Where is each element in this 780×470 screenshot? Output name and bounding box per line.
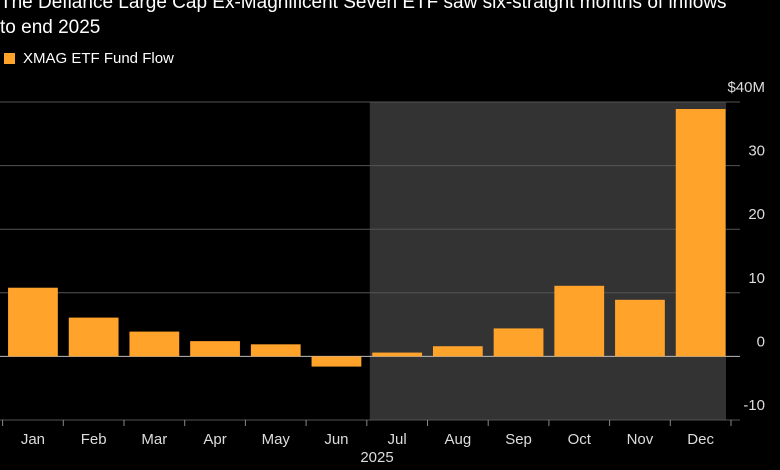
x-tick-label: Nov <box>627 431 654 448</box>
x-tick-label: Sep <box>505 431 532 448</box>
y-tick-label: 20 <box>748 206 765 223</box>
legend: XMAG ETF Fund Flow <box>4 50 174 67</box>
x-tick-label: Dec <box>687 431 714 448</box>
y-tick-label: $40M <box>727 79 765 96</box>
x-tick-label: Feb <box>81 431 107 448</box>
highlight-region <box>369 102 726 420</box>
x-tick-label: Aug <box>444 431 471 448</box>
y-tick-label: 30 <box>748 143 765 160</box>
bar <box>190 341 240 357</box>
legend-swatch <box>4 53 15 64</box>
y-tick-label: 10 <box>748 270 765 287</box>
y-tick-label: 0 <box>757 333 765 350</box>
bar <box>250 344 301 357</box>
bar <box>615 299 665 357</box>
bar <box>129 331 180 357</box>
x-tick-label: May <box>262 431 291 448</box>
bar <box>554 285 605 357</box>
bar <box>493 328 544 357</box>
x-axis-label: 2025 <box>360 449 393 466</box>
x-tick-label: Jul <box>388 431 407 448</box>
x-tick-label: Jun <box>324 431 348 448</box>
bar <box>372 352 423 357</box>
x-tick-label: Apr <box>203 431 226 448</box>
chart-title: The Defiance Large Cap Ex-Magnificent Se… <box>0 0 727 38</box>
legend-label: XMAG ETF Fund Flow <box>23 50 174 67</box>
x-tick-label: Oct <box>568 431 592 448</box>
x-tick-label: Mar <box>141 431 167 448</box>
bar <box>432 346 483 357</box>
bar <box>68 317 119 357</box>
x-tick-label: Jan <box>21 431 45 448</box>
bar <box>675 108 726 357</box>
bar <box>311 356 362 367</box>
bar <box>8 287 58 357</box>
y-tick-label: -10 <box>743 397 765 414</box>
